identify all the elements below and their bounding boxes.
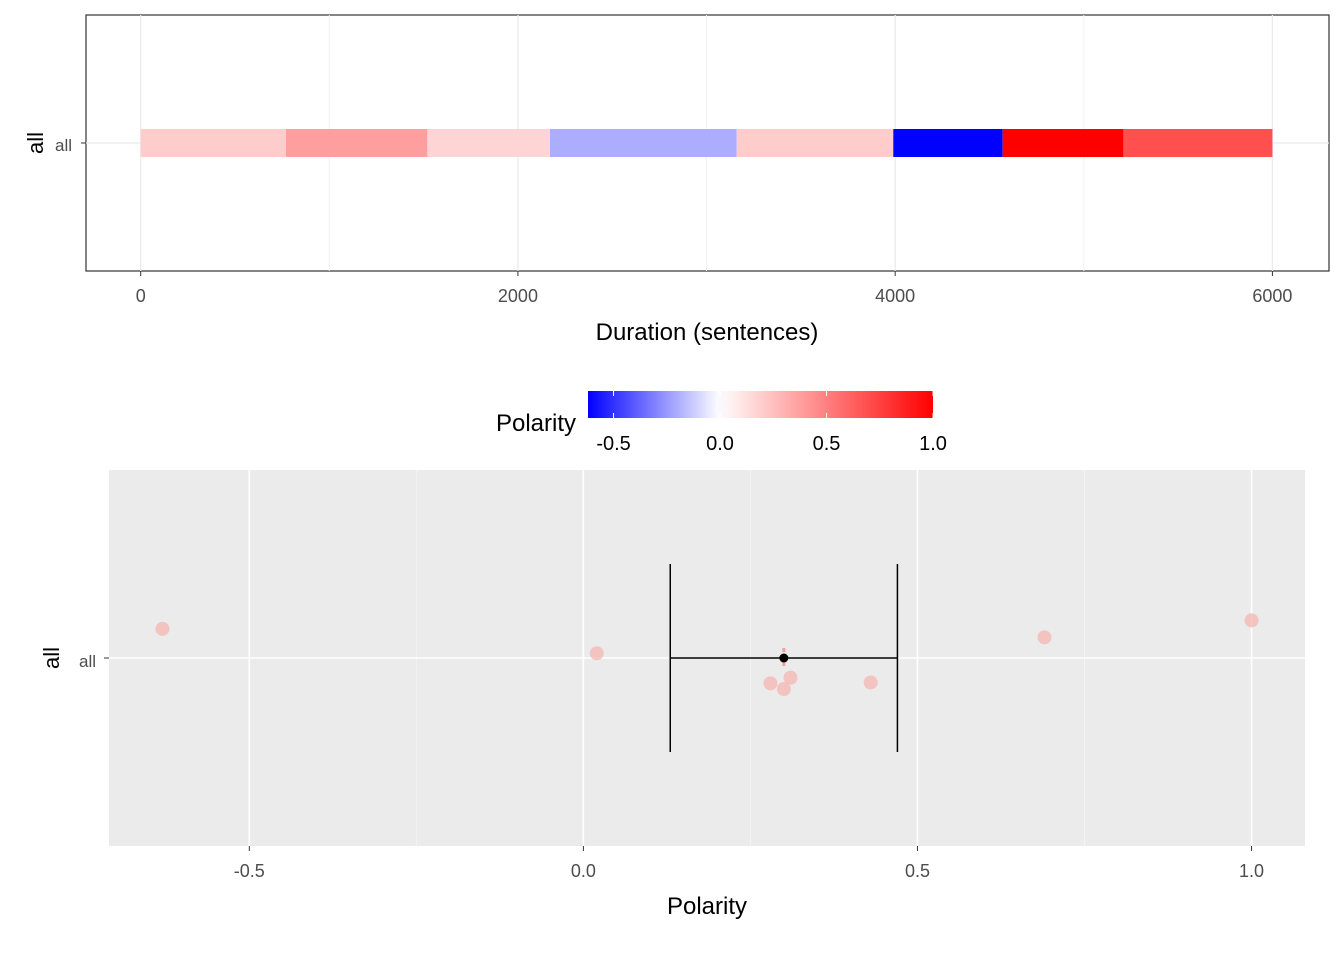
duration-y-tick-label: all [55,136,72,155]
polarity-x-tick-label: -0.5 [234,861,265,881]
legend-ticks: -0.5 0.0 0.5 1.0 [596,391,947,455]
polarity-panel: -0.5 0.0 0.5 1.0 all all Polarity [39,470,1305,920]
legend-tick-label: 1.0 [919,433,947,455]
polarity-points [155,613,1259,697]
polarity-x-tick-label: 0.5 [905,861,930,881]
duration-x-tick-label: 6000 [1252,286,1292,306]
polarity-summary [669,564,899,752]
legend-tick-label: 0.5 [813,433,841,455]
duration-x-ticks: 0 2000 4000 6000 [136,271,1292,306]
polarity-gridlines [109,470,1305,846]
duration-segment-7 [1002,129,1124,157]
duration-segment-6 [893,129,1003,157]
duration-segment-4 [550,129,737,157]
duration-y-axis-label: all [23,132,48,154]
mean-point [779,653,789,663]
polarity-point-3 [763,676,778,691]
polarity-point-4 [776,682,791,697]
polarity-legend: Polarity -0.5 0.0 0.5 1.0 [496,391,947,455]
polarity-x-axis-label: Polarity [667,893,747,920]
duration-segment-2 [285,129,428,157]
duration-segment-8 [1123,129,1273,157]
duration-segment-3 [427,129,551,157]
polarity-x-tick-label: 0.0 [571,861,596,881]
polarity-x-ticks: -0.5 0.0 0.5 1.0 [234,846,1264,881]
duration-x-tick-label: 0 [136,286,146,306]
duration-x-tick-label: 2000 [498,286,538,306]
polarity-point-8 [1244,613,1259,628]
polarity-point-7 [1037,630,1052,645]
legend-color-bar [588,391,933,418]
polarity-y-tick-label: all [79,652,96,671]
duration-segment-5 [736,129,894,157]
polarity-point-1 [155,621,170,636]
duration-panel: 0 2000 4000 6000 all all Duration (sentence… [23,14,1330,346]
duration-x-tick-label: 4000 [875,286,915,306]
polarity-point-6 [863,675,878,690]
polarity-y-axis-label: all [39,647,64,669]
polarity-point-5 [783,670,798,685]
legend-title: Polarity [496,410,576,437]
duration-segments [140,129,1273,157]
polarity-x-tick-label: 1.0 [1239,861,1264,881]
polarity-point-2 [589,646,604,661]
legend-tick-label: -0.5 [596,433,630,455]
legend-tick-label: 0.0 [706,433,734,455]
duration-x-axis-label: Duration (sentences) [596,319,819,346]
duration-segment-1 [140,129,286,157]
